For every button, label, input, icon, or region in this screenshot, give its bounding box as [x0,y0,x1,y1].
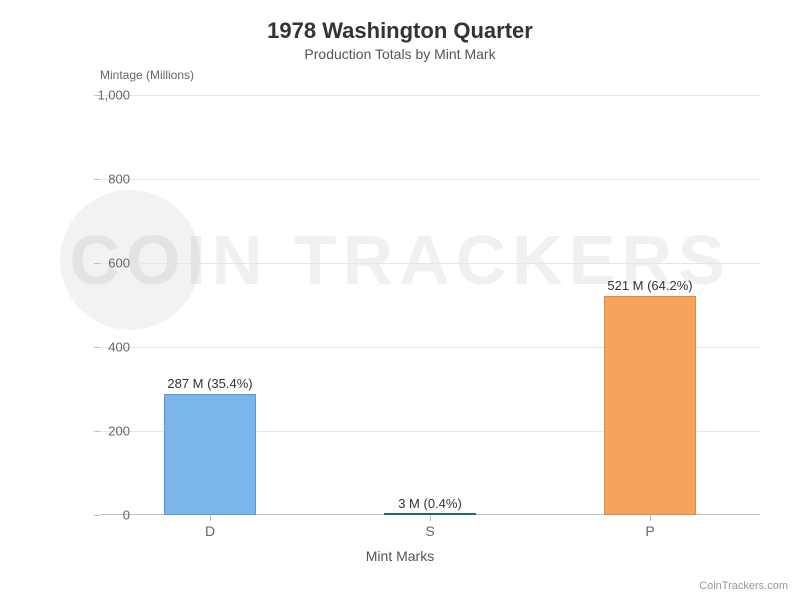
bar-label: 3 M (0.4%) [360,496,500,511]
y-tick-label: 400 [70,340,130,355]
bar-p[interactable] [604,296,696,515]
chart-title: 1978 Washington Quarter [0,0,800,44]
x-tick-mark [430,515,431,521]
gridline [100,179,760,180]
bar-d[interactable] [164,394,256,515]
y-tick-label: 800 [70,172,130,187]
y-tick-label: 1,000 [70,88,130,103]
plot-area: 287 M (35.4%)D3 M (0.4%)S521 M (64.2%)P [100,95,760,515]
bar-label: 521 M (64.2%) [580,278,720,293]
x-tick-mark [210,515,211,521]
chart-container: COIN TRACKERS 1978 Washington Quarter Pr… [0,0,800,600]
y-tick-label: 600 [70,256,130,271]
y-tick-label: 0 [70,508,130,523]
x-tick-mark [650,515,651,521]
bar-label: 287 M (35.4%) [140,376,280,391]
credit-text: CoinTrackers.com [699,580,788,592]
y-axis-title: Mintage (Millions) [100,68,194,82]
x-axis-title: Mint Marks [366,548,434,564]
gridline [100,263,760,264]
chart-subtitle: Production Totals by Mint Mark [0,44,800,62]
y-tick-label: 200 [70,424,130,439]
gridline [100,95,760,96]
